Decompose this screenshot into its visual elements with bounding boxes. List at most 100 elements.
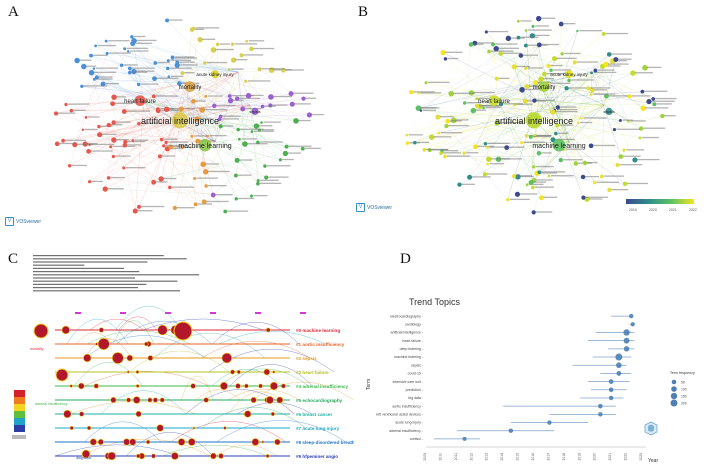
network-edge	[132, 43, 216, 143]
network-node	[234, 96, 240, 101]
node-label-mark	[535, 211, 553, 213]
network-edge	[155, 62, 239, 73]
panel-d-letter: D	[400, 251, 411, 267]
term-label: deep learning -	[400, 347, 424, 351]
node-label-mark	[88, 116, 100, 118]
node-label-mark	[562, 159, 583, 161]
network-node	[190, 134, 194, 138]
network-node	[457, 182, 462, 187]
network-edge	[204, 62, 271, 98]
network-node	[539, 195, 544, 201]
network-node	[524, 66, 528, 70]
citation-arc	[216, 420, 346, 443]
panel-c: C #0 machine learning #1 aortic insuffici…	[0, 235, 354, 470]
node-label-mark	[206, 200, 229, 203]
trend-topics-chart: Trend Topics Term Year Term frequency 20…	[366, 297, 695, 464]
node-label-mark	[285, 69, 304, 71]
network-edge	[591, 71, 621, 157]
header-info-line	[33, 290, 181, 292]
hub-term-label: mortality	[533, 85, 556, 91]
network-edge	[525, 30, 592, 146]
node-label-mark	[137, 210, 153, 212]
node-label-mark	[239, 159, 253, 161]
network-edge	[525, 101, 555, 109]
network-edge	[497, 23, 562, 102]
node-label-mark	[413, 91, 435, 93]
network-node	[576, 121, 580, 125]
term-point	[616, 362, 622, 369]
node-label-mark	[179, 61, 195, 63]
network-node	[531, 185, 535, 190]
network-edge	[214, 141, 281, 161]
timeline-node	[221, 352, 233, 364]
node-label-mark	[264, 105, 276, 107]
network-edge	[459, 104, 605, 185]
network-node	[81, 128, 85, 132]
citation-arc	[218, 368, 309, 387]
bibliometrix-logo-inner	[648, 424, 654, 432]
vosviewer-logo-a: V VOSviewer	[5, 217, 41, 226]
cluster-label: #4 adrenal insufficiency	[296, 384, 349, 389]
timeline-node	[111, 352, 124, 364]
panel-a: A artificial intelligence machine learnin…	[0, 0, 354, 235]
network-node	[424, 81, 428, 85]
network-node	[180, 71, 185, 75]
network-node	[409, 90, 414, 95]
network-node	[64, 102, 68, 107]
node-label-mark	[87, 143, 98, 145]
network-node	[576, 29, 579, 33]
node-label-mark	[498, 77, 510, 79]
network-node	[494, 120, 500, 126]
network-edge	[191, 136, 204, 165]
node-label-mark	[101, 133, 117, 135]
overlay-color-legend	[626, 199, 694, 204]
node-label-mark	[571, 79, 595, 81]
hub-node	[552, 138, 566, 152]
timeline-node	[61, 325, 71, 335]
network-node	[468, 42, 474, 47]
timeline-node	[280, 383, 286, 389]
cluster-label: #7 acute lung injury	[296, 426, 340, 431]
network-node	[558, 21, 564, 27]
network-edge	[444, 117, 533, 157]
year-marker	[75, 312, 81, 314]
timeline-node	[258, 383, 263, 389]
network-node	[106, 122, 112, 128]
node-layer: artificial intelligence machine learning h…	[53, 18, 324, 214]
network-edge	[476, 82, 541, 107]
x-tick-label: 2022	[624, 453, 628, 461]
network-node	[136, 82, 141, 87]
citation-arc	[89, 318, 145, 331]
network-edge	[566, 88, 605, 106]
network-node	[618, 119, 622, 122]
network-node	[242, 141, 248, 147]
network-node	[234, 157, 240, 163]
node-label-mark	[604, 65, 621, 67]
network-node	[194, 116, 200, 122]
network-edge	[441, 83, 549, 154]
network-edge	[591, 71, 644, 109]
network-edge	[463, 152, 533, 188]
network-edge	[69, 71, 239, 166]
network-node	[474, 103, 480, 109]
term-label: artificial intelligence -	[391, 331, 424, 335]
x-tick-label: 2014	[500, 453, 504, 461]
node-label-mark	[311, 113, 324, 116]
node-label-mark	[495, 43, 518, 45]
network-node	[470, 107, 477, 114]
network-node	[443, 57, 448, 61]
node-label-mark	[607, 63, 629, 65]
network-edge	[56, 113, 267, 178]
network-node	[123, 47, 127, 51]
node-label-mark	[123, 64, 138, 66]
network-node	[483, 142, 488, 146]
network-node	[584, 196, 590, 202]
citation-arc	[116, 321, 212, 345]
timeline-node	[157, 324, 168, 336]
network-node	[195, 138, 201, 144]
node-label-mark	[534, 34, 550, 37]
network-node	[573, 161, 579, 166]
node-label-mark	[260, 179, 279, 181]
network-node	[256, 179, 260, 183]
node-label-mark	[253, 194, 268, 197]
